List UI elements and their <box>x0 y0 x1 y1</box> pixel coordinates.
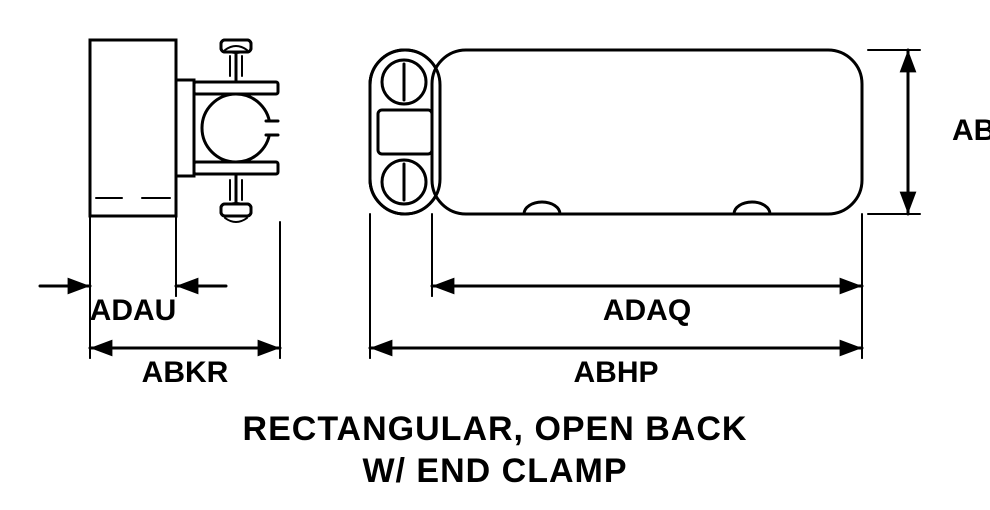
svg-text:ADAU: ADAU <box>90 294 177 327</box>
svg-text:ADAQ: ADAQ <box>603 294 691 327</box>
title-line-1: RECTANGULAR, OPEN BACK <box>0 410 990 449</box>
diagram-canvas: ADAU ABKR ADAQ ABHP ABMK RECTANGULAR, OPEN B… <box>0 0 990 510</box>
svg-text:ABMK: ABMK <box>952 114 990 147</box>
svg-text:ABHP: ABHP <box>573 356 658 389</box>
title-line-2: W/ END CLAMP <box>0 452 990 491</box>
svg-text:ABKR: ABKR <box>142 356 229 389</box>
